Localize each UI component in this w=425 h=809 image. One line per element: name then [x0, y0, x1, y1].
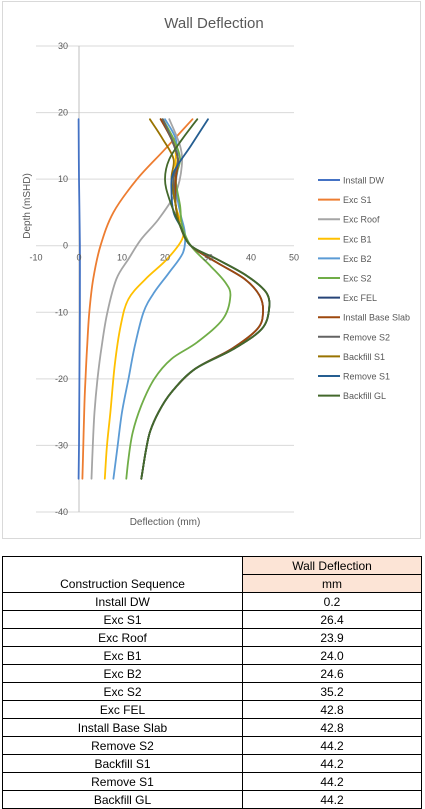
series-line-install-base-slab [140, 118, 264, 480]
y-tick-label: 0 [63, 241, 68, 251]
legend-label-remove-s1: Remove S1 [343, 372, 390, 382]
legend-label-backfill-gl: Backfill GL [343, 391, 386, 401]
tick-labels: 30 20 10 0 -10 -20 -30 -40 -10 0 10 20 30 40 50 [29, 41, 299, 517]
stage-cell: Remove S1 [2, 772, 243, 791]
legend-label-install-base-slab: Install Base Slab [343, 313, 410, 323]
legend-label-exc-b2: Exc B2 [343, 254, 372, 264]
series-line-remove-s2 [140, 118, 271, 480]
deflection-table: Wall Deflection Construction Sequence mm… [2, 556, 422, 809]
stage-cell: Exc B1 [2, 646, 243, 665]
stage-cell: Install Base Slab [2, 718, 243, 737]
legend-label-exc-s1: Exc S1 [343, 195, 372, 205]
chart-title: Wall Deflection [164, 15, 263, 32]
y-axis-label: Depth (mSHD) [22, 173, 33, 239]
stage-cell: Exc B2 [2, 664, 243, 683]
sequence-header-cell: Construction Sequence [2, 574, 243, 593]
table-header-row-2: Construction Sequence mm [2, 574, 422, 593]
table-row: Remove S2 44.2 [2, 736, 422, 755]
deflection-value-cell: 44.2 [242, 754, 422, 773]
stage-cell: Exc FEL [2, 700, 243, 719]
deflection-value-cell: 26.4 [242, 610, 422, 629]
x-tick-label: 20 [160, 253, 170, 263]
series-lines [77, 118, 271, 480]
deflection-value-cell: 42.8 [242, 700, 422, 719]
series-line-exc-s1 [81, 118, 194, 480]
table-header-row-1: Wall Deflection [2, 556, 422, 575]
stage-cell: Install DW [2, 592, 243, 611]
legend: Install DW Exc S1 Exc Roof Exc B1 Exc B2 Exc … [318, 176, 410, 401]
header-title-cell: Wall Deflection [242, 556, 422, 575]
y-tick-label: -40 [55, 507, 68, 517]
legend-label-install-dw: Install DW [343, 176, 385, 186]
series-line-backfill-gl [140, 118, 271, 480]
legend-label-exc-roof: Exc Roof [343, 215, 380, 225]
table-row: Exc B2 24.6 [2, 664, 422, 683]
series-line-install-dw [77, 118, 81, 480]
stage-cell: Backfill S1 [2, 754, 243, 773]
table-row: Remove S1 44.2 [2, 772, 422, 791]
series-line-exc-roof [90, 118, 184, 480]
deflection-value-cell: 23.9 [242, 628, 422, 647]
legend-label-backfill-s1: Backfill S1 [343, 352, 385, 362]
legend-label-exc-b1: Exc B1 [343, 234, 372, 244]
x-tick-label: -10 [29, 253, 42, 263]
series-line-backfill-s1 [140, 118, 271, 480]
y-tick-label: 20 [58, 108, 68, 118]
stage-cell: Backfill GL [2, 790, 243, 809]
chart-area: Wall Deflection 30 20 10 0 -10 -20 -30 -40 -10 0 1… [2, 1, 421, 539]
table-row: Exc B1 24.0 [2, 646, 422, 665]
table-row: Exc S2 35.2 [2, 682, 422, 701]
stage-cell: Exc S2 [2, 682, 243, 701]
legend-label-remove-s2: Remove S2 [343, 332, 390, 342]
table-row: Exc FEL 42.8 [2, 700, 422, 719]
table-row: Install Base Slab 42.8 [2, 718, 422, 737]
deflection-value-cell: 44.2 [242, 772, 422, 791]
deflection-value-cell: 35.2 [242, 682, 422, 701]
x-tick-label: 30 [203, 253, 213, 263]
deflection-value-cell: 24.0 [242, 646, 422, 665]
series-line-exc-b1 [103, 118, 185, 480]
series-line-remove-s1 [140, 118, 271, 480]
x-tick-label: 0 [76, 253, 81, 263]
deflection-value-cell: 44.2 [242, 736, 422, 755]
legend-label-exc-s2: Exc S2 [343, 274, 372, 284]
table-row: Exc Roof 23.9 [2, 628, 422, 647]
stage-cell: Exc Roof [2, 628, 243, 647]
deflection-value-cell: 42.8 [242, 718, 422, 737]
wall-deflection-chart: Wall Deflection 30 20 10 0 -10 -20 -30 -40 -10 0 1… [22, 15, 410, 528]
stage-cell: Remove S2 [2, 736, 243, 755]
y-tick-label: 30 [58, 41, 68, 51]
table-row: Backfill S1 44.2 [2, 754, 422, 773]
x-tick-label: 40 [246, 253, 256, 263]
legend-label-exc-fel: Exc FEL [343, 293, 377, 303]
deflection-value-cell: 24.6 [242, 664, 422, 683]
y-tick-label: -10 [55, 307, 68, 317]
stage-cell: Exc S1 [2, 610, 243, 629]
deflection-value-cell: 0.2 [242, 592, 422, 611]
table-row: Exc S1 26.4 [2, 610, 422, 629]
deflection-value-cell: 44.2 [242, 790, 422, 809]
header-blank-cell [2, 556, 243, 575]
y-tick-label: -30 [55, 440, 68, 450]
table-row: Backfill GL 44.2 [2, 790, 422, 809]
unit-header-cell: mm [242, 574, 422, 593]
y-tick-label: 10 [58, 174, 68, 184]
x-tick-label: 50 [289, 253, 299, 263]
series-line-exc-fel [140, 118, 264, 480]
y-tick-label: -20 [55, 374, 68, 384]
x-axis-label: Deflection (mm) [130, 517, 201, 528]
x-tick-label: 10 [117, 253, 127, 263]
table-row: Install DW 0.2 [2, 592, 422, 611]
